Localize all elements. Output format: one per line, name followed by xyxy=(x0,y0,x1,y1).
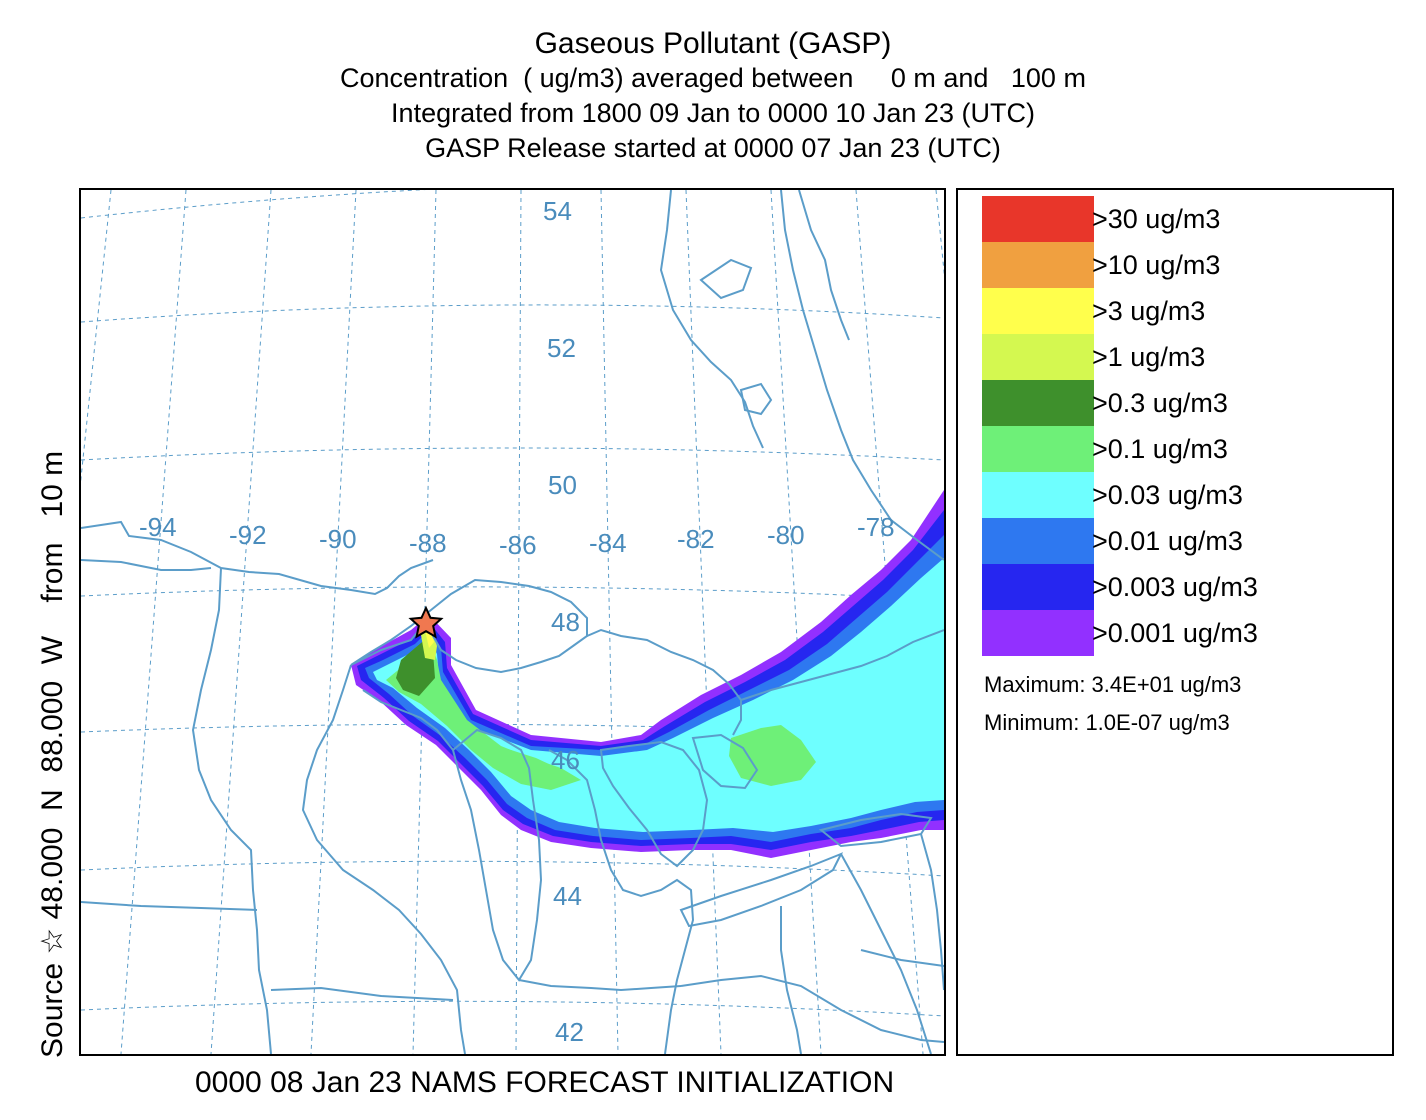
legend-item: >0.01 ug/m3 xyxy=(982,518,1392,564)
star-icon xyxy=(408,605,444,639)
latitude-lines xyxy=(81,190,944,1017)
legend-item: >0.3 ug/m3 xyxy=(982,380,1392,426)
legend-swatch xyxy=(982,380,1094,426)
legend-item: >0.03 ug/m3 xyxy=(982,472,1392,518)
forecast-initialization-label: 0000 08 Jan 23 NAMS FORECAST INITIALIZAT… xyxy=(195,1066,895,1099)
lon-label-88: -88 xyxy=(409,528,447,558)
chart-title: Gaseous Pollutant (GASP) xyxy=(534,27,892,60)
lat-label-48: 48 xyxy=(551,607,580,637)
legend-label: >0.003 ug/m3 xyxy=(1092,572,1258,602)
map-panel: 54 52 50 48 46 44 42 -94 -92 -90 -88 -86… xyxy=(79,188,946,1056)
minimum-value: Minimum: 1.0E-07 ug/m3 xyxy=(984,710,1230,735)
legend-swatch xyxy=(982,564,1094,610)
longitude-lines xyxy=(81,190,944,1054)
legend-panel: >30 ug/m3 >10 ug/m3 >3 ug/m3 >1 ug/m3 >0.3 u… xyxy=(956,188,1394,1056)
lon-label-86: -86 xyxy=(499,530,537,560)
legend-label: >3 ug/m3 xyxy=(1092,296,1206,326)
lon-label-78: -78 xyxy=(857,512,895,542)
legend-swatch xyxy=(982,472,1094,518)
legend-swatch xyxy=(982,426,1094,472)
pollutant-plume xyxy=(351,490,944,858)
legend-item: >0.001 ug/m3 xyxy=(982,610,1392,656)
lat-label-44: 44 xyxy=(553,881,582,911)
plume-0.1-west xyxy=(386,642,581,790)
legend-item: >30 ug/m3 xyxy=(982,196,1392,242)
legend-item: >10 ug/m3 xyxy=(982,242,1392,288)
longitude-labels: -94 -92 -90 -88 -86 -84 -82 -80 -78 xyxy=(139,512,895,560)
legend-swatch xyxy=(982,242,1094,288)
legend-swatch xyxy=(982,334,1094,380)
lon-label-90: -90 xyxy=(319,524,357,554)
latitude-labels: 54 52 50 48 46 44 42 xyxy=(543,196,584,1047)
legend-label: >0.001 ug/m3 xyxy=(1092,618,1258,648)
title-block: Gaseous Pollutant (GASP) Concentration (… xyxy=(0,26,1426,166)
legend-swatch xyxy=(982,518,1094,564)
legend-swatch xyxy=(982,196,1094,242)
plume-0.1-east xyxy=(729,725,816,786)
boundaries xyxy=(81,190,944,1054)
legend-label: >10 ug/m3 xyxy=(1092,250,1221,280)
map-svg: 54 52 50 48 46 44 42 -94 -92 -90 -88 -86… xyxy=(81,190,944,1054)
lat-label-50: 50 xyxy=(548,470,577,500)
source-location-label: Source ☆ 48.000 N 88.000 W from 10 m xyxy=(36,450,69,1058)
lon-label-80: -80 xyxy=(767,520,805,550)
subtitle-concentration: Concentration ( ug/m3) averaged between … xyxy=(340,63,1086,93)
subtitle-integration: Integrated from 1800 09 Jan to 0000 10 J… xyxy=(391,98,1035,128)
lat-label-46: 46 xyxy=(551,745,580,775)
plume-0.1-mid xyxy=(511,750,551,778)
legend-swatch xyxy=(982,610,1094,656)
legend-item: >3 ug/m3 xyxy=(982,288,1392,334)
lat-label-52: 52 xyxy=(547,333,576,363)
legend-item: >0.1 ug/m3 xyxy=(982,426,1392,472)
lat-label-54: 54 xyxy=(543,196,572,226)
legend-swatch xyxy=(982,288,1094,334)
lon-label-82: -82 xyxy=(677,524,715,554)
lon-label-92: -92 xyxy=(229,520,267,550)
lat-label-42: 42 xyxy=(555,1017,584,1047)
maximum-value: Maximum: 3.4E+01 ug/m3 xyxy=(984,672,1242,697)
legend-item: >0.003 ug/m3 xyxy=(982,564,1392,610)
legend-item: >1 ug/m3 xyxy=(982,334,1392,380)
lon-label-84: -84 xyxy=(589,528,627,558)
legend-label: >0.01 ug/m3 xyxy=(1092,526,1243,556)
legend-label: >0.1 ug/m3 xyxy=(1092,434,1228,464)
legend-label: >30 ug/m3 xyxy=(1092,204,1221,234)
subtitle-release: GASP Release started at 0000 07 Jan 23 (… xyxy=(425,133,1001,163)
lon-label-94: -94 xyxy=(139,512,177,542)
legend-label: >0.3 ug/m3 xyxy=(1092,388,1228,418)
legend-label: >1 ug/m3 xyxy=(1092,342,1206,372)
legend-label: >0.03 ug/m3 xyxy=(1092,480,1243,510)
